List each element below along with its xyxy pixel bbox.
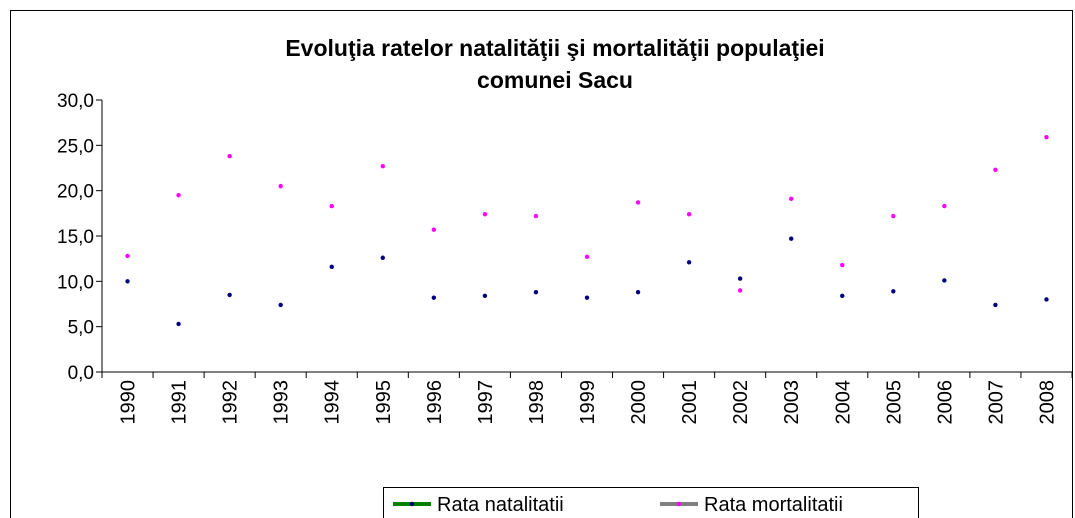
point-marker (686, 260, 692, 265)
x-tick-label: 1993 (271, 380, 293, 425)
chart-title: comunei Sacu (477, 67, 633, 93)
point-marker (431, 295, 437, 300)
x-tick-label: 1996 (424, 380, 446, 425)
point-marker (380, 255, 385, 260)
point-marker (125, 279, 130, 284)
x-tick-label: 2000 (628, 380, 650, 425)
legend-label: Rata natalitatii (437, 494, 564, 516)
y-tick-label: 10,0 (57, 272, 94, 293)
point-marker (125, 253, 130, 259)
point-marker (176, 321, 181, 327)
x-tick-label: 2006 (934, 380, 956, 425)
point-marker (533, 213, 539, 219)
x-tick-label: 2005 (883, 380, 905, 425)
x-tick-label: 1994 (322, 380, 344, 425)
point-marker (891, 289, 896, 294)
y-tick-label: 25,0 (57, 136, 94, 157)
x-tick-label: 1997 (475, 380, 497, 425)
x-tick-label: 1998 (526, 380, 548, 425)
point-marker (840, 293, 845, 299)
point-marker (942, 278, 947, 283)
x-tick-label: 1995 (373, 380, 395, 425)
legend-marker (409, 501, 415, 507)
x-tick-label: 1990 (118, 380, 140, 425)
x-tick-label: 2002 (730, 380, 752, 425)
y-tick-label: 15,0 (57, 227, 94, 248)
point-marker (942, 203, 947, 209)
x-tick-label: 2004 (832, 380, 854, 425)
point-marker (1044, 134, 1049, 140)
point-marker (1044, 297, 1049, 302)
y-tick-label: 30,0 (57, 91, 94, 112)
point-marker (227, 292, 232, 298)
point-marker (737, 276, 743, 281)
legend-label: Rata mortalitatii (704, 494, 843, 516)
point-marker (993, 167, 998, 173)
point-marker (737, 288, 743, 293)
point-marker (431, 227, 437, 232)
point-marker (635, 290, 641, 295)
point-marker (278, 183, 283, 189)
point-marker (380, 163, 385, 169)
x-tick-label: 1992 (220, 380, 242, 425)
point-marker (789, 196, 794, 202)
legend-box (383, 487, 919, 518)
x-tick-label: 2007 (985, 380, 1007, 425)
point-marker (584, 254, 590, 260)
point-marker (993, 302, 998, 308)
x-tick-label: 2001 (679, 380, 701, 425)
x-tick-label: 1991 (169, 380, 191, 425)
point-marker (584, 295, 590, 300)
point-marker (482, 293, 488, 299)
y-tick-label: 20,0 (57, 182, 94, 203)
point-marker (176, 193, 181, 198)
legend-marker (676, 501, 682, 507)
x-tick-label: 2008 (1036, 380, 1058, 425)
point-marker (789, 236, 794, 241)
point-marker (840, 262, 845, 268)
point-marker (329, 203, 334, 209)
point-marker (635, 200, 641, 205)
x-tick-label: 2003 (781, 380, 803, 425)
point-marker (482, 212, 488, 217)
point-marker (686, 212, 692, 217)
point-marker (891, 213, 896, 219)
point-marker (329, 264, 334, 270)
point-marker (227, 154, 232, 159)
point-marker (533, 290, 539, 295)
chart-frame (10, 10, 1073, 518)
x-tick-label: 1999 (577, 380, 599, 425)
chart-title: Evoluţia ratelor natalităţii şi mortalit… (285, 35, 824, 61)
point-marker (278, 302, 283, 308)
y-tick-label: 0,0 (68, 363, 94, 384)
y-tick-label: 5,0 (68, 318, 94, 339)
